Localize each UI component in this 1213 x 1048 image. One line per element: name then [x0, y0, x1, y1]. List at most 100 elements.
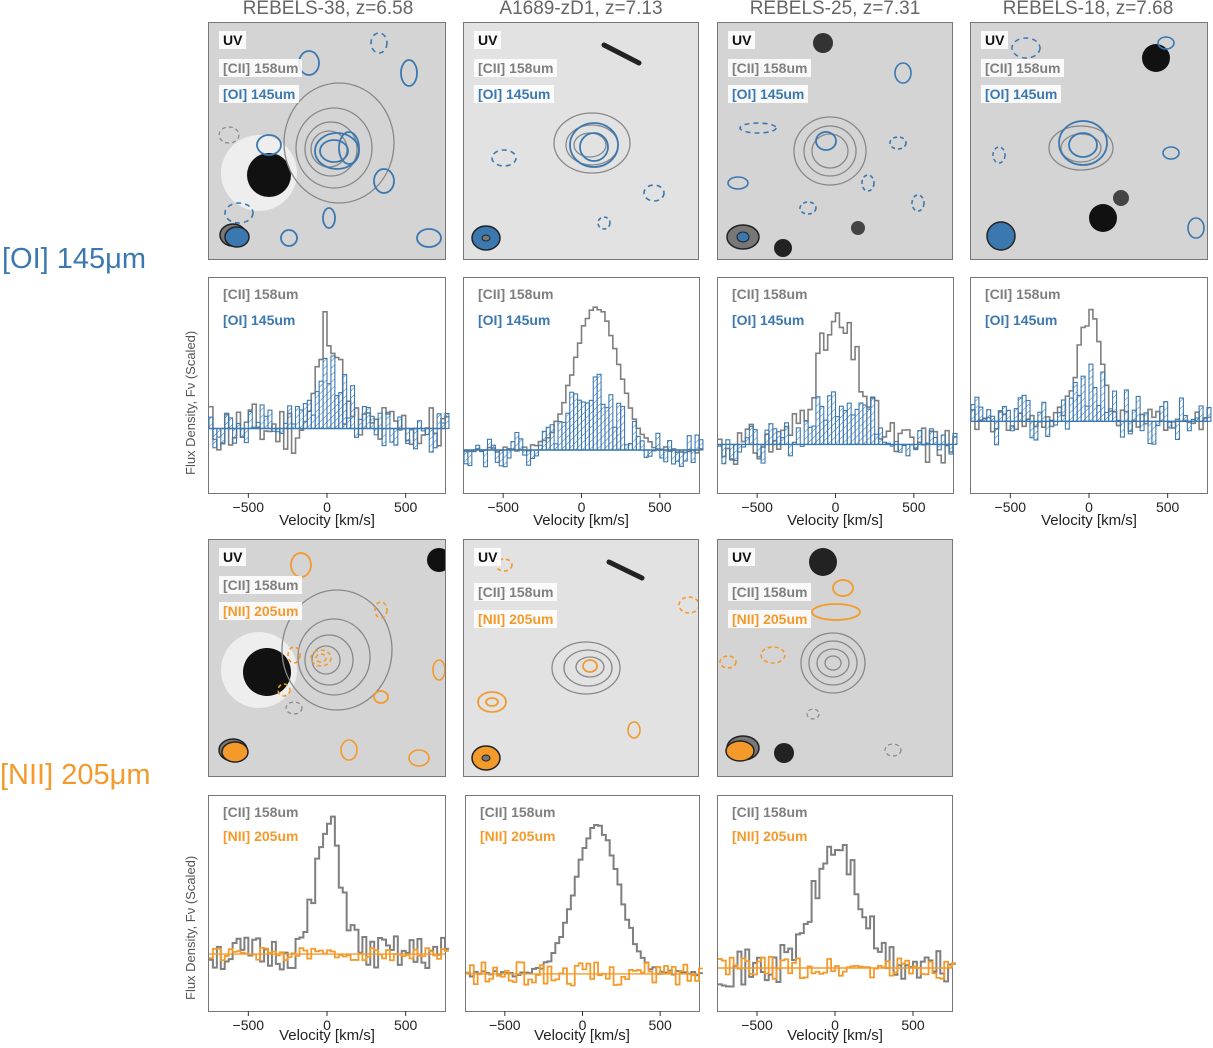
oi-bar [846, 402, 852, 446]
oi-bar [752, 429, 758, 446]
oi-bar [1163, 401, 1169, 422]
image-panel: UV [CII] 158um [OI] 145um [463, 22, 699, 260]
oi-bar [514, 431, 520, 451]
cii-label: [CII] 158um [728, 285, 812, 303]
oi-bar [986, 409, 992, 422]
oi-bar [565, 412, 571, 451]
oi-bar [913, 443, 919, 451]
x-tick-label: 500 [901, 1017, 925, 1033]
oi-bar [302, 403, 308, 430]
oi-bar [318, 380, 324, 430]
oi-bar [733, 443, 739, 461]
oi-bar [768, 423, 774, 446]
x-tick-label: 0 [831, 1017, 839, 1033]
oi-bar [1041, 401, 1047, 422]
spectrum-plot: −500 0 500 [717, 312, 958, 515]
oi-bar [932, 436, 938, 446]
oi-bar [807, 426, 813, 446]
oi-bar [314, 391, 320, 430]
spectrum-plot: −500 0 500 [208, 310, 450, 515]
uv-label: UV [219, 31, 247, 49]
oi-bar [1108, 408, 1114, 422]
x-tick-label: 0 [579, 1017, 587, 1033]
oi-bar [698, 439, 704, 451]
x-tick-label: 0 [832, 499, 840, 515]
nii-label: [NII] 205um [219, 602, 303, 620]
oi-bar [1135, 395, 1141, 422]
image-panel: UV [CII] 158um [OI] 145um [208, 22, 446, 260]
x-tick-label: 500 [394, 1017, 418, 1033]
oi-bar [353, 427, 360, 438]
image-panel: UV [CII] 158um [OI] 145um [970, 22, 1208, 260]
oi-label: [OI] 145um [981, 311, 1062, 329]
uv-label: UV [728, 548, 756, 566]
oi-bar [1001, 406, 1007, 422]
oi-bar [667, 440, 673, 451]
oi-bar [952, 432, 958, 446]
oi-bar [1159, 405, 1165, 422]
oi-bar [224, 412, 230, 430]
oi-bar [577, 399, 583, 451]
oi-bar [522, 449, 528, 456]
oi-bar [405, 427, 411, 444]
uv-label: UV [474, 31, 502, 49]
spectrum-panel: −500 0 500 [CII] 158um [NII] 205um [465, 795, 703, 1033]
oi-bar [1033, 420, 1039, 441]
column-title: REBELS-25, z=7.31 [749, 0, 921, 19]
oi-bar [553, 443, 559, 451]
cii-label: [CII] 158um [219, 285, 303, 303]
oi-bar [1182, 414, 1188, 422]
row-label-nii: [NII] 205μm [0, 759, 151, 791]
uv-image-contours [726, 33, 925, 257]
oi-bar [635, 435, 641, 451]
cii-series-line [718, 843, 956, 988]
oi-bar [220, 427, 226, 445]
oi-bar [823, 419, 829, 446]
x-tick-label: 0 [323, 1017, 331, 1033]
oi-bar [1143, 412, 1149, 422]
oi-bar [1013, 408, 1019, 422]
oi-bar [361, 406, 367, 430]
spectrum-plot: −500 0 500 [970, 308, 1212, 515]
oi-bar [428, 427, 434, 453]
oi-bar [970, 404, 976, 422]
oi-bar [772, 428, 778, 446]
oi-label: [OI] 145um [728, 85, 809, 103]
spectrum-plot: −500 0 500 [463, 306, 704, 515]
oi-bar [803, 420, 809, 446]
oi-bar [526, 449, 532, 466]
oi-bar [279, 427, 285, 434]
oi-bar [690, 449, 696, 464]
oi-bar [444, 412, 450, 430]
oi-bar [346, 417, 352, 430]
oi-label: [OI] 145um [219, 311, 300, 329]
oi-bar [776, 431, 782, 446]
oi-bar [537, 444, 543, 451]
oi-bar [787, 443, 793, 457]
oi-bar [1119, 420, 1125, 438]
oi-bar [854, 408, 860, 446]
oi-bar [1178, 397, 1184, 422]
oi-bar [1072, 381, 1078, 422]
oi-bar [310, 414, 316, 430]
oi-bar [1147, 420, 1153, 445]
x-axis-label: Velocity [km/s] [787, 512, 883, 529]
nii-label: [NII] 205um [728, 827, 812, 845]
oi-bar [897, 443, 903, 453]
oi-bar [1186, 420, 1192, 432]
cii-label: [CII] 158um [981, 285, 1065, 303]
y-axis-label: Flux Density, Fν (Scaled) [183, 330, 198, 475]
oi-bar [795, 427, 801, 446]
cii-series-line [209, 815, 449, 971]
oi-bar [858, 402, 864, 446]
oi-bar [940, 434, 946, 446]
oi-bar [1123, 389, 1129, 422]
spectrum-plot: −500 0 500 [209, 815, 449, 1033]
nii-label: [NII] 205um [476, 827, 560, 845]
oi-bar [1088, 363, 1094, 422]
oi-bar [616, 402, 622, 451]
oi-bar [1080, 375, 1086, 422]
oi-bar [596, 373, 602, 451]
oi-bar [294, 405, 301, 430]
x-tick-label: −500 [233, 1017, 265, 1033]
